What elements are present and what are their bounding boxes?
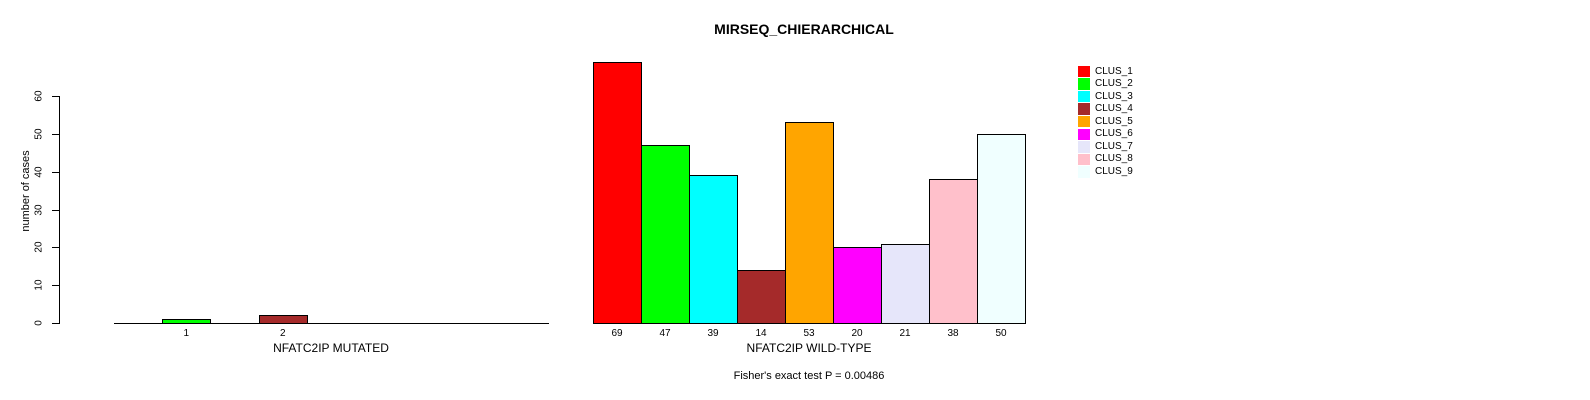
bar-clus_2	[641, 145, 690, 324]
legend-item: CLUS_6	[1078, 128, 1133, 141]
legend-swatch-clus_8	[1078, 153, 1090, 166]
y-tick-mark	[52, 209, 59, 211]
legend-swatch-clus_6	[1078, 128, 1090, 141]
bar-value-label: 2	[279, 328, 286, 339]
legend-label: CLUS_8	[1095, 153, 1133, 165]
bar-clus_9	[977, 133, 1026, 324]
x-axis-label: NFATC2IP MUTATED	[273, 341, 389, 355]
bar-clus_5	[785, 122, 834, 324]
legend-swatch-clus_2	[1078, 78, 1090, 90]
y-tick-mark	[52, 133, 59, 135]
bar-value-label: 38	[947, 328, 959, 339]
y-tick-mark	[52, 96, 59, 97]
legend-item: CLUS_3	[1078, 91, 1133, 103]
bar-clus_4	[737, 270, 786, 324]
y-axis-label: number of cases	[20, 150, 32, 232]
legend-item: CLUS_4	[1078, 103, 1133, 115]
bar-value-label: 1	[183, 328, 190, 339]
legend-label: CLUS_3	[1095, 90, 1133, 102]
fisher-test-caption: Fisher's exact test P = 0.00486	[733, 370, 885, 382]
bar-value-label: 20	[851, 328, 863, 339]
legend-label: CLUS_1	[1095, 65, 1133, 77]
legend-item: CLUS_2	[1078, 78, 1133, 90]
legend-label: CLUS_9	[1095, 165, 1133, 177]
legend-swatch-clus_7	[1078, 141, 1090, 153]
legend-item: CLUS_9	[1078, 166, 1133, 178]
chart-title: MIRSEQ_CHIERARCHICAL	[714, 21, 894, 37]
legend-label: CLUS_4	[1095, 103, 1133, 115]
bar-clus_1	[593, 61, 642, 324]
legend-swatch-clus_3	[1078, 90, 1090, 103]
legend-item: CLUS_7	[1078, 141, 1133, 153]
y-tick-label: 20	[33, 241, 45, 253]
legend-swatch-clus_5	[1078, 115, 1090, 128]
bar-value-label: 69	[611, 328, 623, 339]
bar-clus_8	[929, 179, 978, 324]
bar-value-label: 47	[659, 328, 671, 339]
legend-item: CLUS_5	[1078, 116, 1133, 128]
bar-clus_6	[833, 247, 882, 324]
legend-swatch-clus_4	[1078, 103, 1090, 115]
y-tick-mark	[52, 171, 59, 173]
bar-clus_7	[881, 243, 930, 324]
bar-clus_4	[258, 315, 308, 324]
bar-value-label: 53	[803, 328, 815, 339]
bar-value-label: 14	[755, 328, 767, 339]
legend-swatch-clus_9	[1078, 166, 1090, 178]
legend-label: CLUS_2	[1095, 78, 1133, 90]
y-tick-mark	[52, 285, 59, 287]
bar-value-label: 21	[899, 328, 911, 339]
legend-label: CLUS_7	[1095, 140, 1133, 152]
bar-value-label: 39	[707, 328, 719, 339]
legend-item: CLUS_8	[1078, 153, 1133, 166]
y-tick-label: 50	[33, 128, 45, 140]
x-axis-label: NFATC2IP WILD-TYPE	[746, 341, 872, 355]
bar-clus_2	[162, 319, 212, 324]
y-tick-label: 0	[33, 320, 45, 326]
y-tick-label: 60	[33, 90, 45, 102]
bar-value-label: 50	[995, 328, 1007, 339]
y-tick-mark	[52, 247, 59, 249]
x-axis-line	[114, 323, 549, 324]
y-axis-line	[59, 96, 60, 324]
y-tick-mark	[52, 323, 59, 324]
y-tick-label: 30	[33, 203, 45, 216]
y-tick-label: 40	[33, 166, 45, 178]
y-tick-label: 10	[33, 279, 45, 291]
legend-item: CLUS_1	[1078, 66, 1133, 78]
legend-label: CLUS_5	[1095, 115, 1133, 127]
bar-clus_3	[689, 175, 738, 324]
legend-swatch-clus_1	[1078, 65, 1090, 78]
legend-label: CLUS_6	[1095, 128, 1133, 140]
